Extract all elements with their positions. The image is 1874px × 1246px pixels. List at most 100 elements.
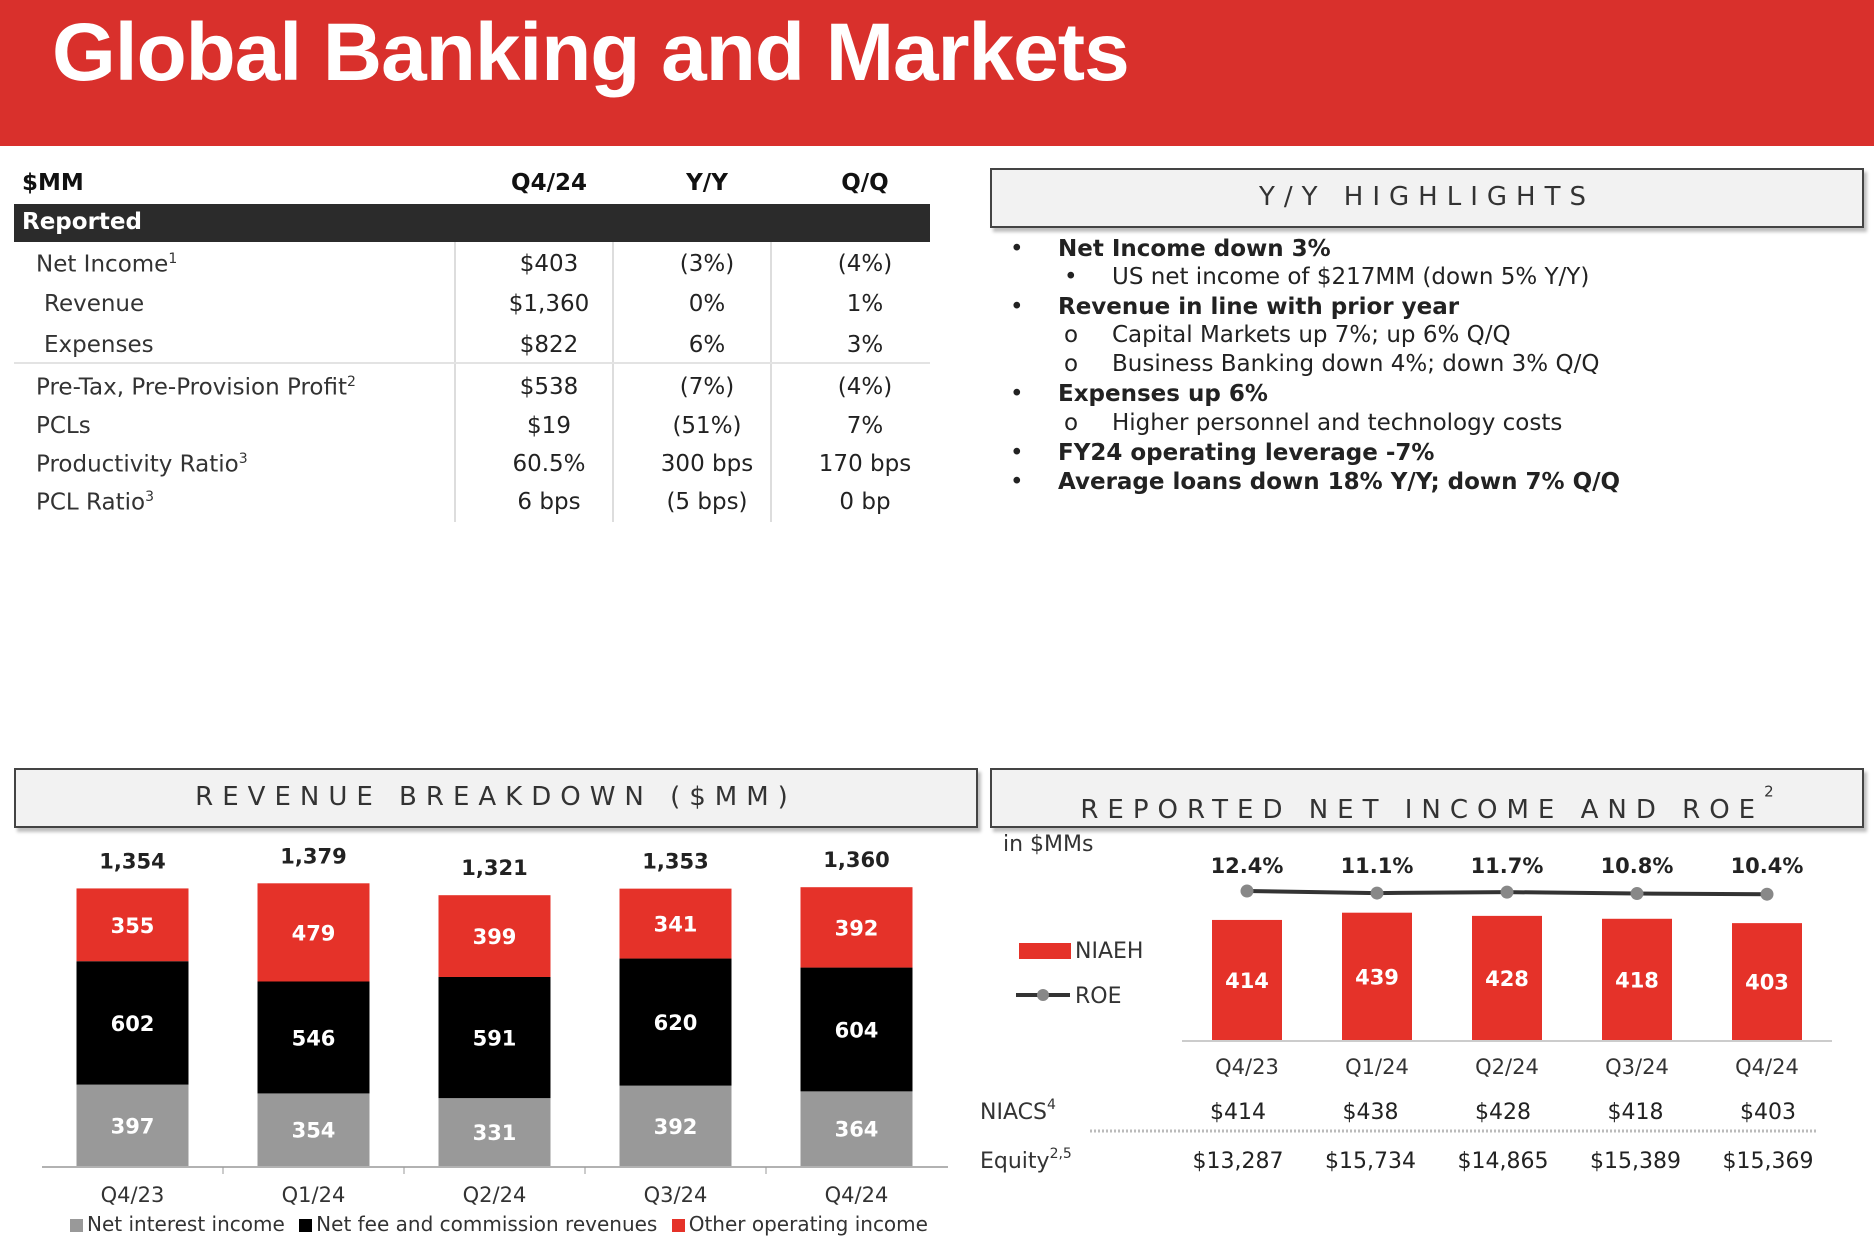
bar-segment <box>800 887 913 968</box>
ni-bar <box>1212 919 1282 1040</box>
x-tick-label: Q3/24 <box>1605 1055 1669 1079</box>
highlights-title: Y/Y HIGHLIGHTS <box>1259 182 1595 212</box>
cell-q424: $19 <box>527 413 571 439</box>
roe-point <box>1760 887 1774 901</box>
legend-label-fee: Net fee and commission revenues <box>316 1212 658 1236</box>
row-label: Expenses <box>44 332 154 358</box>
bar-segment <box>76 961 189 1085</box>
total-label: 1,353 <box>642 850 708 874</box>
x-tick-label: Q2/24 <box>463 1183 527 1207</box>
net-income-roe-title-text: REPORTED NET INCOME AND ROE <box>1080 794 1765 825</box>
table-row-label-footnote: 2,5 <box>1050 1146 1072 1162</box>
highlight-text: Revenue in line with prior year <box>1058 294 1460 320</box>
legend-swatch-fee <box>299 1219 313 1232</box>
row-label-footnote: 1 <box>168 251 178 267</box>
ni-bar-label: 439 <box>1355 965 1399 989</box>
row-label: PCL Ratio3 <box>36 489 154 516</box>
roe-label: 10.8% <box>1601 854 1674 878</box>
bullet-icon: • <box>1010 440 1024 466</box>
total-label: 1,354 <box>99 849 165 873</box>
net-income-roe-chart: NIAEH ROE 414 Q4/23 12.4% 439 Q1/24 11.1% 428 Q2/… <box>980 854 1832 1174</box>
highlight-text: FY24 operating leverage -7% <box>1058 440 1435 466</box>
bullet-icon: • <box>1010 469 1024 495</box>
total-label: 1,379 <box>280 844 346 868</box>
roe-point <box>1500 885 1514 899</box>
table-row-label-text: Equity <box>980 1149 1050 1174</box>
table-row-label: NIACS4 <box>980 1097 1056 1125</box>
revenue-breakdown-chart: 397 602 355 1,354 Q4/23 354 546 479 1,379 Q1/24 33… <box>42 844 948 1207</box>
table-header-q424: Q4/24 <box>511 170 587 196</box>
table-row: PCL Ratio3 6 bps (5 bps) 0 bp <box>14 484 930 523</box>
data-label: 331 <box>473 1121 517 1145</box>
reported-band-label: Reported <box>22 209 142 235</box>
data-label: 479 <box>292 921 336 945</box>
ni-bar-label: 428 <box>1485 967 1529 991</box>
bar-segment <box>438 1098 551 1166</box>
bar-segment <box>76 888 189 962</box>
bar-segment <box>438 895 551 977</box>
cell-yy: (7%) <box>679 374 735 400</box>
bar-segment <box>257 883 370 982</box>
table-header-mm: $MM <box>22 170 84 196</box>
metrics-table: $MM Q4/24 Y/Y Q/Q Reported Net Income1 $4… <box>14 170 930 523</box>
legend-marker-roe <box>1037 989 1049 1001</box>
row-label: Productivity Ratio3 <box>36 451 248 478</box>
table-cell: $403 <box>1740 1100 1796 1125</box>
bullet-icon: o <box>1064 410 1079 436</box>
units-label: in $MMs <box>1003 832 1094 857</box>
table-row: Net Income1 $403 (3%) (4%) <box>14 246 930 285</box>
bullet-icon: • <box>1064 264 1078 290</box>
legend-label-niaeh: NIAEH <box>1075 939 1143 964</box>
highlights-list: • Net Income down 3% • US net income of $21… <box>1010 232 1860 502</box>
legend-label-other: Other operating income <box>688 1212 928 1236</box>
row-label: Net Income1 <box>36 251 177 278</box>
ni-bar <box>1602 918 1672 1040</box>
table-header-qq: Q/Q <box>841 170 889 196</box>
highlight-text: Average loans down 18% Y/Y; down 7% Q/Q <box>1058 469 1621 495</box>
x-tick-label: Q1/24 <box>282 1183 346 1207</box>
cell-q424: $538 <box>519 374 579 400</box>
cell-yy: 0% <box>688 291 726 317</box>
roe-point <box>1240 884 1254 898</box>
table-cell: $15,389 <box>1590 1149 1681 1174</box>
cell-q424: $403 <box>519 251 579 277</box>
highlights-header: Y/Y HIGHLIGHTS <box>990 168 1864 228</box>
cell-q424: $822 <box>519 332 579 358</box>
bullet-icon: • <box>1010 294 1024 320</box>
table-cell: $15,369 <box>1723 1149 1814 1174</box>
cell-yy: (3%) <box>679 251 735 277</box>
table-row: Pre-Tax, Pre-Provision Profit2 $538 (7%) (4… <box>14 369 930 408</box>
cell-q424: $1,360 <box>508 291 590 317</box>
data-label: 354 <box>292 1119 336 1143</box>
data-label: 604 <box>835 1018 879 1042</box>
table-cell: $418 <box>1608 1100 1664 1125</box>
bullet-icon: • <box>1010 236 1024 262</box>
row-label-text: PCLs <box>36 413 91 439</box>
table-cell: $13,287 <box>1193 1149 1284 1174</box>
legend-swatch-other <box>671 1219 685 1232</box>
reported-band: Reported <box>14 204 930 242</box>
cell-q424: 60.5% <box>512 451 586 477</box>
row-label: PCLs <box>36 413 91 439</box>
table-row: Expenses $822 6% 3% <box>14 327 930 366</box>
row-label: Pre-Tax, Pre-Provision Profit2 <box>36 374 356 401</box>
table-row: Revenue $1,360 0% 1% <box>14 286 930 325</box>
ni-bar-label: 418 <box>1615 968 1659 992</box>
net-income-roe-title-sup: 2 <box>1764 782 1774 800</box>
cell-yy: (51%) <box>672 413 742 439</box>
net-income-roe-header: REPORTED NET INCOME AND ROE2 <box>990 768 1864 828</box>
data-label: 392 <box>654 1115 698 1139</box>
data-label: 399 <box>473 925 517 949</box>
table-row: PCLs $19 (51%) 7% <box>14 408 930 447</box>
row-label-text: PCL Ratio <box>36 489 146 516</box>
bar-segment <box>76 1084 189 1166</box>
x-tick-label: Q4/24 <box>825 1183 889 1207</box>
legend-swatch-nii <box>70 1219 83 1232</box>
ni-bar-label: 414 <box>1225 969 1269 993</box>
data-label: 602 <box>111 1012 155 1036</box>
roe-label: 11.1% <box>1341 854 1414 878</box>
table-cell: $15,734 <box>1325 1149 1416 1174</box>
data-label: 355 <box>111 914 155 938</box>
bar-segment <box>800 967 913 1092</box>
cell-yy: (5 bps) <box>666 489 748 515</box>
